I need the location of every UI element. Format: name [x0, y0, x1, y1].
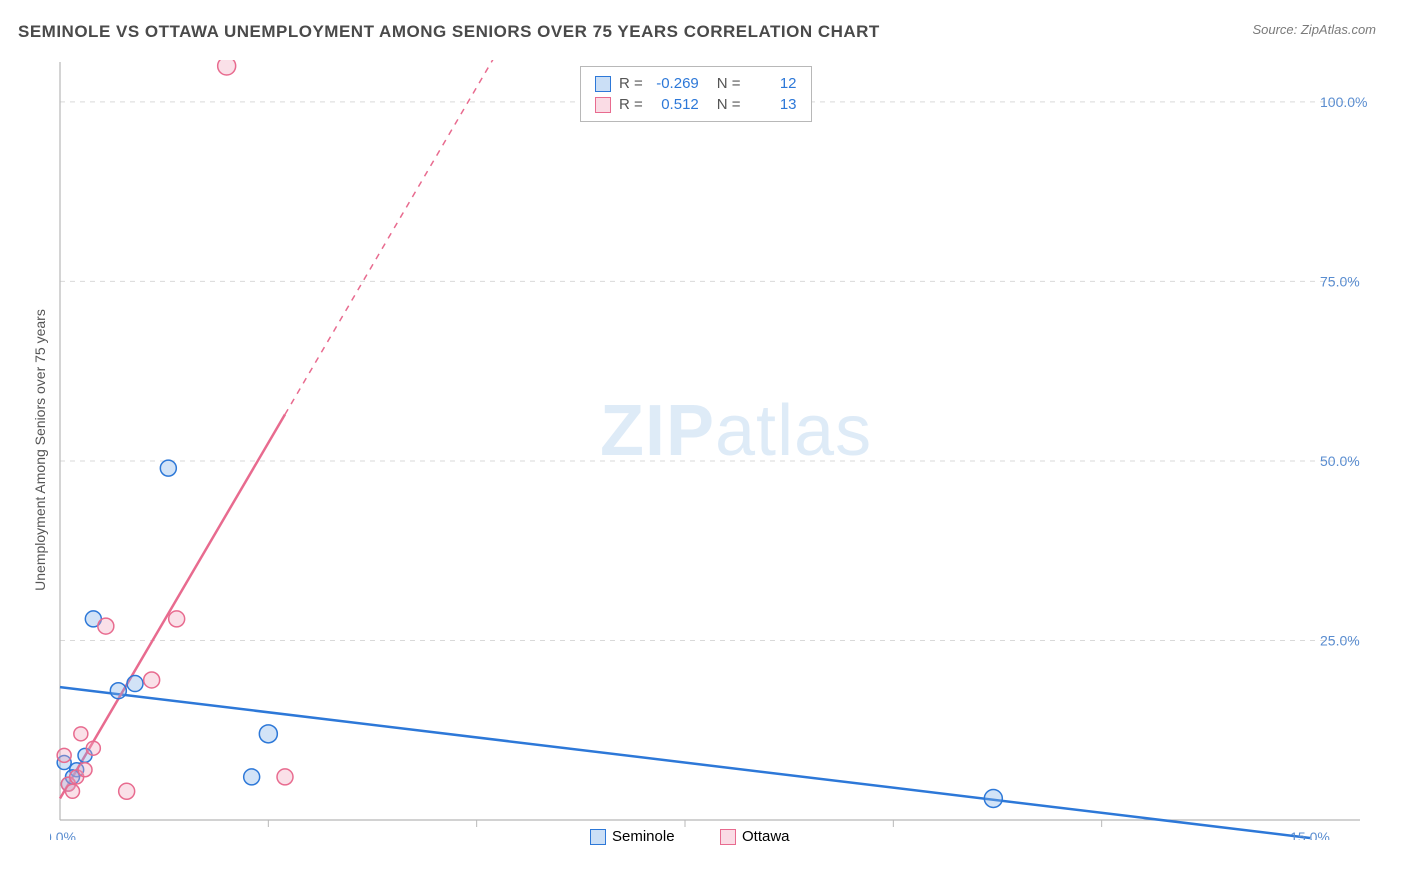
legend-label: Ottawa — [742, 828, 790, 845]
x-tick-label: 15.0% — [1290, 829, 1330, 840]
trend-line — [60, 687, 1310, 838]
data-point — [259, 725, 277, 743]
legend-label: Seminole — [612, 828, 675, 845]
data-point — [127, 676, 143, 692]
y-tick-label: 100.0% — [1320, 94, 1367, 110]
trend-line-extrapolated — [285, 60, 493, 414]
legend-swatch — [590, 829, 606, 845]
legend-swatch — [720, 829, 736, 845]
data-point — [110, 683, 126, 699]
x-tick-label: 0.0% — [50, 829, 76, 840]
legend-item: Seminole — [590, 828, 675, 845]
stat-r-value: 0.512 — [651, 96, 699, 113]
chart-title: SEMINOLE VS OTTAWA UNEMPLOYMENT AMONG SE… — [18, 22, 880, 42]
source-attribution: Source: ZipAtlas.com — [1252, 22, 1376, 37]
y-tick-label: 75.0% — [1320, 273, 1360, 289]
data-point — [984, 789, 1002, 807]
stat-r-label: R = — [619, 75, 643, 92]
header: SEMINOLE VS OTTAWA UNEMPLOYMENT AMONG SE… — [0, 0, 1406, 52]
stat-n-value: 13 — [749, 96, 797, 113]
y-tick-label: 25.0% — [1320, 632, 1360, 648]
data-point — [169, 611, 185, 627]
data-point — [119, 783, 135, 799]
stat-n-label: N = — [717, 96, 741, 113]
series-swatch — [595, 97, 611, 113]
data-point — [57, 748, 71, 762]
chart-area: Unemployment Among Seniors over 75 years… — [50, 60, 1370, 840]
data-point — [66, 784, 80, 798]
data-point — [86, 741, 100, 755]
data-point — [74, 727, 88, 741]
data-point — [218, 60, 236, 75]
stat-r-value: -0.269 — [651, 75, 699, 92]
stat-n-label: N = — [717, 75, 741, 92]
scatter-plot: 25.0% 50.0% 75.0% 100.0% 0.0% 15.0% — [50, 60, 1370, 840]
stats-row: R = 0.512 N = 13 — [595, 94, 797, 115]
data-point — [144, 672, 160, 688]
stat-n-value: 12 — [749, 75, 797, 92]
data-point — [277, 769, 293, 785]
legend-item: Ottawa — [720, 828, 790, 845]
stats-box: R = -0.269 N = 12 R = 0.512 N = 13 — [580, 66, 812, 122]
stat-r-label: R = — [619, 96, 643, 113]
y-tick-label: 50.0% — [1320, 453, 1360, 469]
data-point — [98, 618, 114, 634]
data-point — [160, 460, 176, 476]
stats-row: R = -0.269 N = 12 — [595, 73, 797, 94]
data-point — [244, 769, 260, 785]
series-swatch — [595, 76, 611, 92]
data-point — [78, 763, 92, 777]
y-axis-label: Unemployment Among Seniors over 75 years — [32, 309, 48, 591]
